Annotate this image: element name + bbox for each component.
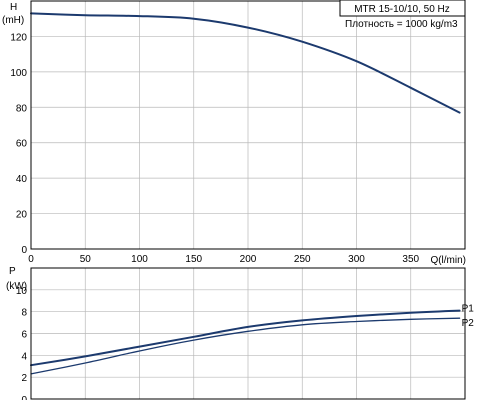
power-y-ticks: 0 2 4 6 8 10 [16,286,28,400]
x-tick-label: 250 [294,254,311,265]
x-tick-label: 50 [80,254,92,265]
power-y-tick-label: 2 [21,373,27,384]
power-y-label-symbol: P [9,266,16,277]
power-plot-frame [30,267,466,400]
head-y-tick-label: 0 [21,245,27,256]
title-box [339,0,466,17]
power-y-tick-label: 10 [16,286,28,297]
head-y-ticks: 0 20 40 60 80 100 120 [10,32,27,256]
head-y-tick-label: 20 [16,210,28,221]
head-plot-frame [30,0,466,250]
power-y-tick-label: 6 [21,330,27,341]
head-y-tick-label: 40 [16,174,28,185]
series-label-p2: P2 [462,318,475,329]
x-tick-label: 0 [28,254,34,265]
head-x-ticks: 0 50 100 150 200 250 300 350 [28,254,419,265]
x-tick-label: 350 [402,254,419,265]
power-series [30,309,461,375]
x-tick-label: 200 [240,254,257,265]
head-y-tick-label: 120 [10,32,27,43]
head-y-tick-label: 100 [10,68,27,79]
power-curve-p1 [30,309,461,367]
head-y-label-unit: (mH) [2,15,24,26]
power-y-tick-label: 4 [21,351,27,362]
x-tick-label: 150 [185,254,202,265]
head-y-tick-label: 60 [16,139,28,150]
head-y-tick-label: 80 [16,103,28,114]
power-y-label-unit: (kW) [6,281,27,292]
x-tick-label: 300 [348,254,365,265]
head-series [30,12,461,114]
head-y-label-symbol: H [10,2,17,13]
power-y-tick-label: 0 [21,395,27,400]
x-tick-label: 100 [131,254,148,265]
chart-title: MTR 15-10/10, 50 Hz [354,4,450,15]
series-label-p1: P1 [462,304,475,315]
power-y-tick-label: 8 [21,308,27,319]
power-curve-p2 [30,317,461,375]
head-curve [30,12,461,114]
head-x-label: Q(l/min) [430,255,466,266]
density-note: Плотность = 1000 kg/m3 [345,19,458,30]
